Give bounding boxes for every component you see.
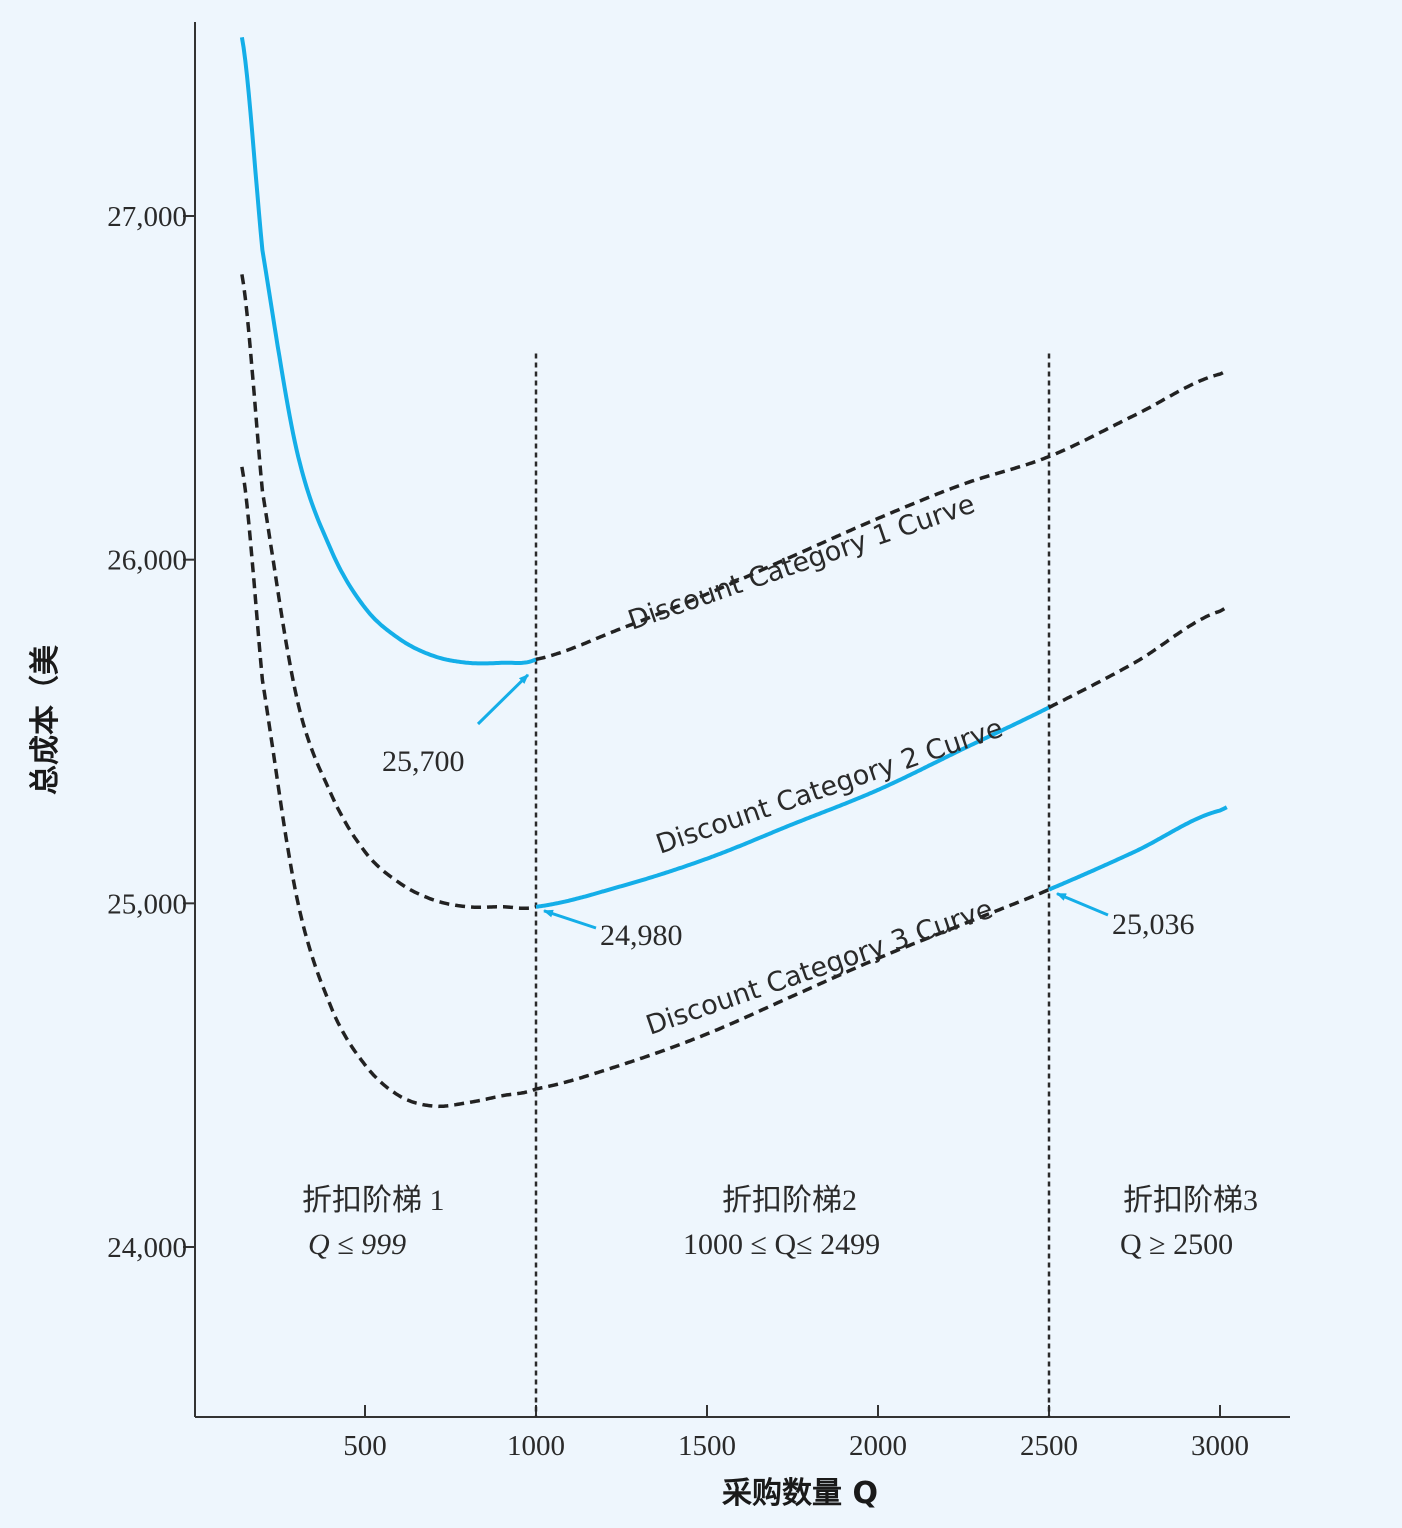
curve-3-dashed-left [240,466,1050,1109]
curve-1-feasible [239,36,537,666]
curve-3-feasible [1048,805,1228,892]
axis-ticks: 500 1000 1500 2000 2500 3000 24,000 25,000 26,00… [107,201,1249,1462]
x-tick-label-500: 500 [343,1430,387,1462]
y-tick-label-25000: 25,000 [107,888,187,920]
y-axis-title: 总成本（美 [28,645,63,795]
x-tick-label-2000: 2000 [849,1430,907,1462]
curve-1-dashed-right [535,369,1228,662]
annotations: 25,700 24,980 25,036 [382,673,1195,952]
y-tick-label-27000: 27,000 [107,201,187,233]
region-2-title: 折扣阶梯2 [722,1184,857,1217]
annotation-24980: 24,980 [600,919,683,952]
curve-2-dashed-left [240,274,537,911]
x-tick-label-1000: 1000 [507,1430,565,1462]
x-tick-label-2500: 2500 [1020,1430,1078,1462]
annotation-arrow-2 [543,909,597,930]
y-tick-label-26000: 26,000 [107,545,187,577]
y-tick-label-24000: 24,000 [107,1232,187,1264]
curve-2-dashed-right [1047,605,1228,710]
region-1-title: 折扣阶梯 1 [302,1184,445,1217]
region-1-condition: Q ≤ 999 [308,1228,406,1261]
curve-label-2: Discount Category 2 Curve [652,713,1007,861]
discount-regions: 折扣阶梯 1 Q ≤ 999 折扣阶梯2 1000 ≤ Q≤ 2499 折扣阶梯… [302,1184,1258,1261]
cost-curves [239,36,1228,1109]
annotation-arrow-1 [476,673,530,726]
curve-label-3: Discount Category 3 Curve [642,894,997,1042]
discount-break-lines [534,353,1051,1417]
curve-labels: Discount Category 1 Curve Discount Categ… [624,489,1007,1042]
region-3-condition: Q ≥ 2500 [1120,1228,1233,1261]
annotation-25700: 25,700 [382,745,465,778]
x-tick-label-1500: 1500 [678,1430,736,1462]
annotation-25036: 25,036 [1112,908,1195,941]
x-axis-title: 采购数量 Q [722,1476,878,1511]
region-3-title: 折扣阶梯3 [1123,1184,1258,1217]
region-2-condition: 1000 ≤ Q≤ 2499 [683,1228,880,1261]
annotation-arrow-3 [1056,892,1109,917]
x-tick-label-3000: 3000 [1191,1430,1249,1462]
curve-2-feasible [535,705,1050,909]
curve-label-1: Discount Category 1 Curve [624,489,979,637]
axes [194,22,1290,1418]
